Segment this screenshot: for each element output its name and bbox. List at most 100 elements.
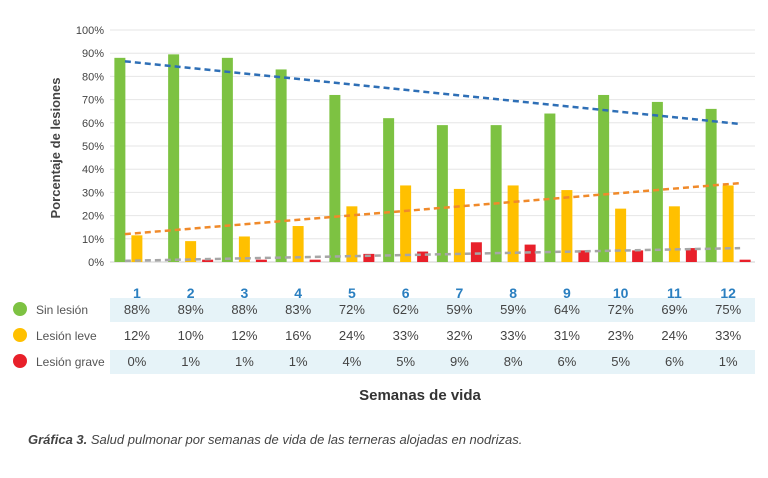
bar-1-10 [598,94,610,263]
category-labels: 1 2 3 4 5 6 7 8 9 10 11 12 [133,285,736,301]
table-cell: 6% [665,354,684,369]
table-cell: 4% [342,354,361,369]
bar-3-9 [578,250,590,262]
bars [114,54,751,263]
legend-label: Lesión leve [36,329,97,343]
caption-text: Salud pulmonar por semanas de vida de la… [87,432,523,447]
table-cell: 59% [500,302,526,317]
y-tick-label: 100% [76,25,104,37]
bar-1-2 [168,54,180,262]
bar-2-1 [131,235,143,262]
category-label: 7 [455,285,463,301]
table-cell: 24% [339,328,365,343]
table-cell: 1% [289,354,308,369]
legend-marker [13,354,27,368]
bar-3-7 [470,242,482,262]
y-tick-label: 20% [82,211,104,223]
category-label: 12 [720,285,736,301]
category-label: 10 [613,285,629,301]
bar-3-2 [202,259,214,262]
table-cell: 23% [608,328,634,343]
bar-2-2 [185,241,197,262]
trend-line-2 [124,181,741,236]
table-cell: 1% [181,354,200,369]
bar-3-12 [739,259,751,262]
y-tick-label: 40% [82,164,104,176]
table-row-band [110,298,755,322]
bar-3-11 [685,248,697,262]
gridlines [110,29,755,263]
category-label: 3 [240,285,248,301]
table-cell: 83% [285,302,311,317]
category-label: 9 [563,285,571,301]
table-cell: 72% [608,302,634,317]
table-cell: 24% [661,328,687,343]
table-cell: 33% [500,328,526,343]
legend-label: Sin lesión [36,303,88,317]
bar-3-4 [309,259,321,262]
bar-2-11 [668,206,680,262]
bar-3-3 [255,259,267,262]
table-cell: 64% [554,302,580,317]
table-cell: 0% [127,354,146,369]
table-cell: 10% [178,328,204,343]
data-table-background [110,298,755,374]
caption-prefix: Gráfica 3. [28,432,88,447]
table-cell: 33% [393,328,419,343]
table-cell: 5% [396,354,415,369]
y-tick-label: 80% [82,71,104,83]
category-label: 5 [348,285,356,301]
table-cell: 12% [231,328,257,343]
category-label: 2 [187,285,195,301]
bar-2-4 [292,226,304,262]
bar-2-3 [238,236,250,262]
table-cell: 6% [557,354,576,369]
y-tick-label: 50% [82,141,104,153]
table-cell: 33% [715,328,741,343]
table-cell: 12% [124,328,150,343]
y-tick-label: 30% [82,187,104,199]
category-label: 11 [667,285,682,301]
table-cell: 72% [339,302,365,317]
table-cell: 32% [446,328,472,343]
table-cell: 69% [661,302,687,317]
bar-1-5 [329,94,341,263]
table-cell: 88% [124,302,150,317]
legend-marker [13,302,27,316]
table-row-band [110,350,755,374]
legend-marker [13,328,27,342]
bar-3-5 [363,253,375,262]
bar-2-7 [453,188,465,262]
bar-1-3 [221,57,233,263]
table-cell: 31% [554,328,580,343]
y-tick-label: 10% [82,234,104,246]
y-tick-label: 0% [88,257,104,269]
y-tick-labels: 0% 10% 20% 30% 40% 50% 60% 70% 80% 90% 100% [76,25,104,269]
table-cell: 62% [393,302,419,317]
data-table: Sin lesión 88% 89% 88% 83% 72% 62% 59% 59% 64% 72%… [13,302,742,369]
bar-1-7 [436,125,448,263]
bar-1-9 [544,113,556,263]
category-label: 6 [402,285,410,301]
bar-1-8 [490,125,502,263]
bar-1-4 [275,69,287,262]
y-tick-label: 90% [82,48,104,60]
bar-1-12 [705,108,717,262]
table-cell: 59% [446,302,472,317]
table-cell: 16% [285,328,311,343]
bar-1-1 [114,57,126,263]
category-label: 4 [294,285,302,301]
y-axis-label: Porcentaje de lesiones [48,78,63,219]
trend-line-3 [124,246,741,263]
y-tick-label: 60% [82,118,104,130]
table-cell: 89% [178,302,204,317]
bar-1-6 [383,118,395,262]
bar-2-12 [722,185,734,262]
category-label: 8 [509,285,517,301]
bar-2-9 [561,190,573,262]
bar-3-6 [417,251,429,262]
table-cell: 8% [504,354,523,369]
table-cell: 75% [715,302,741,317]
bar-2-8 [507,185,519,262]
